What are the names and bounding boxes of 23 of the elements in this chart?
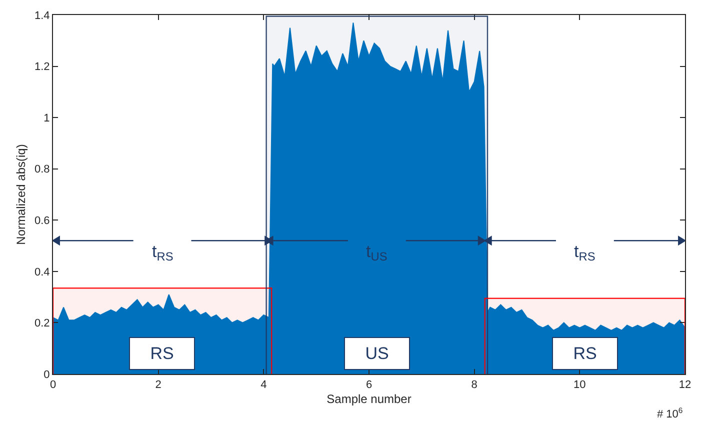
x-axis-title: Sample number	[326, 392, 412, 406]
x-tick-label: 8	[471, 379, 478, 392]
y-tick-label: 0.2	[34, 318, 50, 330]
band-label: RS	[573, 344, 597, 363]
y-tick-label: 1.4	[34, 10, 50, 22]
annotation: t$_{RS}$	[574, 242, 596, 264]
x-tick-label: 2	[155, 379, 162, 392]
y-tick-label: 0.4	[34, 266, 50, 278]
y-tick-label: 1	[44, 112, 50, 124]
text: # 10$^{6}$	[657, 406, 683, 421]
x-tick-label: 6	[366, 379, 372, 392]
y-tick-label: 0	[44, 368, 50, 381]
y-axis-title: Normalized abs(iq)	[14, 144, 28, 245]
band-label: RS	[150, 344, 174, 363]
x-tick-label: 10	[574, 379, 586, 392]
y-tick-label: 1.2	[34, 61, 50, 74]
annotation: t$_{US}$	[366, 242, 388, 264]
x-tick-label: 4	[260, 379, 267, 392]
y-tick-label: 0.8	[34, 164, 50, 176]
y-tick-label: 0.6	[34, 214, 50, 227]
annotation: t$_{RS}$	[152, 242, 174, 264]
x-tick-label: 12	[678, 379, 692, 392]
band-label: US	[365, 344, 389, 363]
